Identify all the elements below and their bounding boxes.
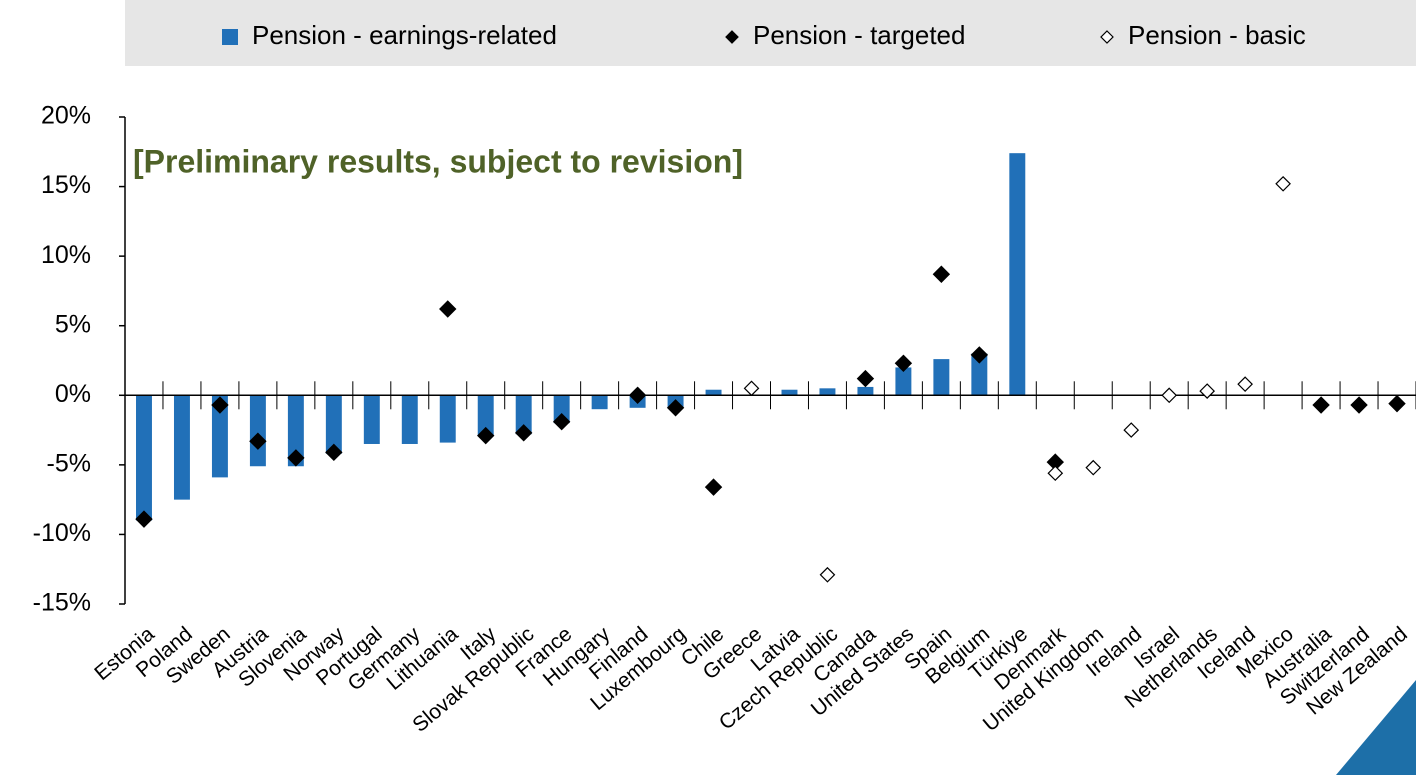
- marker: [666, 399, 685, 417]
- corner-logo: [1336, 680, 1416, 775]
- marker: [856, 369, 875, 388]
- bar: [1009, 153, 1026, 396]
- annotation: [Preliminary results, subject to revisio…: [133, 143, 743, 179]
- marker: [1199, 383, 1216, 399]
- marker: [1047, 465, 1064, 482]
- marker: [932, 265, 951, 283]
- y-tick-label: 20%: [41, 102, 91, 130]
- bar: [249, 395, 266, 467]
- marker: [514, 424, 533, 442]
- bar: [325, 395, 342, 454]
- legend-swatch: [725, 30, 739, 44]
- marker: [1237, 376, 1253, 393]
- y-tick-label: 0%: [55, 380, 91, 408]
- legend-background: [125, 0, 1416, 66]
- marker: [970, 346, 989, 364]
- marker: [249, 432, 267, 450]
- marker: [819, 566, 836, 583]
- y-tick-label: 10%: [41, 241, 91, 269]
- bar: [857, 386, 874, 396]
- bar: [819, 388, 836, 396]
- y-tick-label: 5%: [55, 310, 91, 338]
- marker: [287, 449, 305, 467]
- marker: [1388, 394, 1406, 413]
- marker: [477, 426, 495, 445]
- marker: [743, 380, 760, 397]
- marker: [135, 510, 153, 528]
- y-tick-label: -5%: [47, 449, 91, 477]
- marker: [1085, 459, 1102, 476]
- marker: [211, 396, 229, 414]
- legend-label: Pension - basic: [1128, 20, 1306, 50]
- marker: [1161, 387, 1178, 404]
- marker: [439, 300, 457, 318]
- marker: [894, 354, 913, 372]
- marker: [1350, 396, 1368, 414]
- bar: [895, 367, 912, 396]
- bar: [363, 395, 380, 444]
- bar: [781, 389, 798, 396]
- bar: [211, 395, 228, 478]
- bar: [439, 395, 456, 443]
- bar: [553, 395, 570, 424]
- bar: [933, 359, 950, 396]
- legend-label: Pension - targeted: [753, 20, 965, 50]
- bar: [971, 353, 988, 396]
- marker: [552, 413, 571, 431]
- bar: [136, 395, 152, 521]
- marker: [628, 386, 647, 404]
- marker: [1275, 175, 1291, 192]
- bar: [515, 395, 532, 435]
- legend-swatch: [1100, 30, 1114, 44]
- bar: [401, 395, 418, 444]
- bar: [705, 389, 722, 396]
- y-tick-label: -15%: [33, 589, 91, 617]
- marker: [1123, 422, 1140, 438]
- bar: [591, 395, 608, 410]
- legend-label: Pension - earnings-related: [252, 20, 557, 50]
- bar: [287, 395, 304, 467]
- marker: [1312, 396, 1330, 414]
- bar: [477, 395, 494, 436]
- y-tick-label: -10%: [33, 519, 91, 547]
- marker: [704, 478, 723, 496]
- y-tick-label: 15%: [41, 171, 91, 199]
- legend-swatch: [222, 29, 238, 45]
- marker: [325, 443, 343, 462]
- bar: [173, 395, 190, 500]
